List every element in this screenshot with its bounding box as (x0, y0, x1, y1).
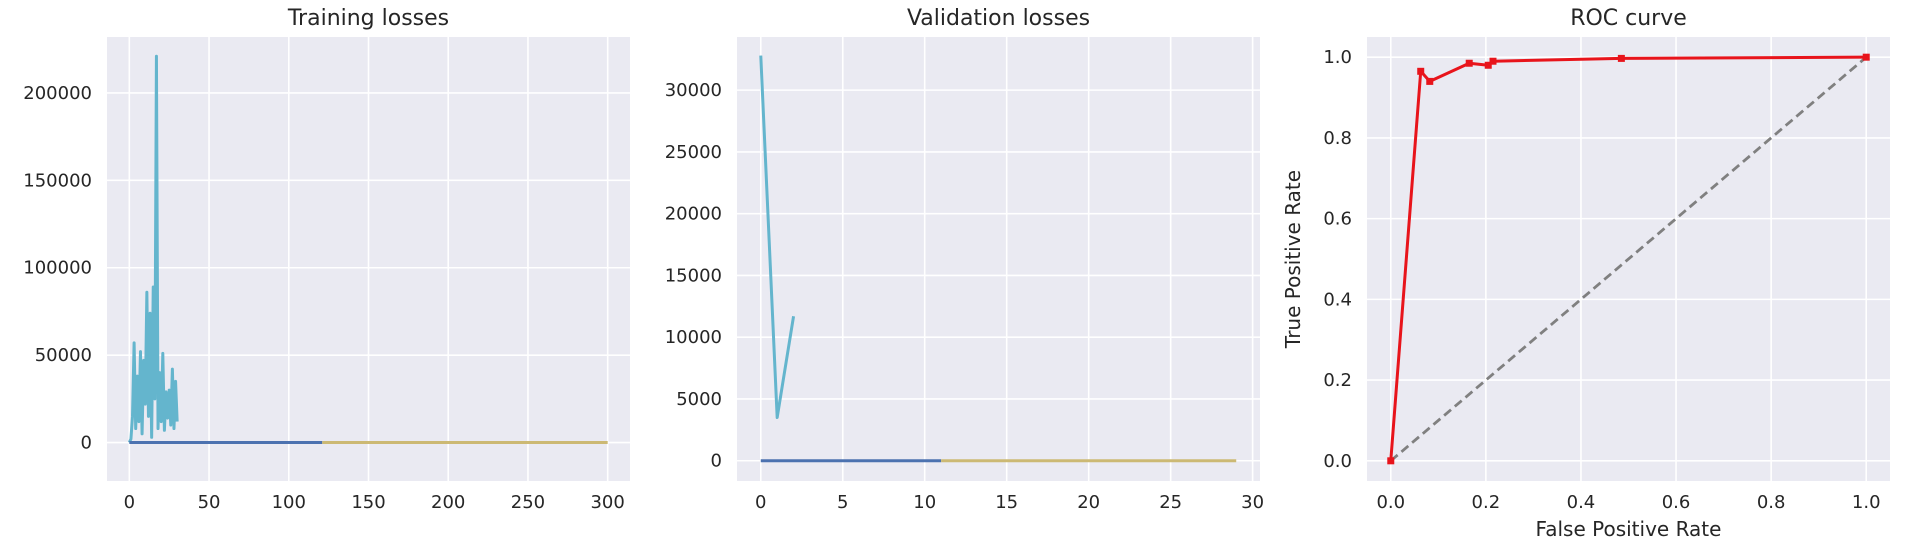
validation-losses-title: Validation losses (907, 6, 1090, 31)
training-losses-y-tick-label: 150000 (23, 170, 92, 191)
training-losses-x-tick-label: 150 (351, 492, 385, 513)
training-losses-y-tick-label: 0 (81, 433, 92, 454)
roc-curve-y-axis-label: True Positive Rate (1281, 170, 1305, 349)
roc-curve-x-tick-label: 0.0 (1376, 492, 1405, 513)
training-losses-y-tick-label: 200000 (23, 83, 92, 104)
roc-curve-data-point (1426, 77, 1434, 85)
validation-losses-y-tick-label: 20000 (665, 204, 722, 225)
roc-curve-x-tick-label: 0.8 (1757, 492, 1786, 513)
roc-curve-y-tick-label: 0.8 (1323, 128, 1352, 149)
roc-curve-data-point (1484, 61, 1492, 69)
roc-curve-series-line-1 (1389, 56, 1868, 462)
training-losses-panel: 0 50 100 150 200 250 300 0 50000 100000 150000 2000… (23, 6, 630, 513)
roc-curve-y-tick-label: 0.0 (1323, 451, 1352, 472)
training-losses-x-tick-label: 100 (272, 492, 306, 513)
training-losses-series-line-1 (127, 54, 179, 444)
training-losses-x-tick-label: 300 (590, 492, 624, 513)
training-losses-y-tick-label: 100000 (23, 258, 92, 279)
roc-curve-x-tick-label: 0.4 (1567, 492, 1596, 513)
roc-curve-y-tick-label: 0.4 (1323, 289, 1352, 310)
training-losses-x-tick-label: 50 (198, 492, 221, 513)
training-losses-x-tick-label: 200 (431, 492, 465, 513)
validation-losses-series-line-1 (759, 55, 796, 419)
training-losses-y-tick-label: 50000 (35, 345, 92, 366)
roc-curve-panel: 0.0 0.2 0.4 0.6 0.8 1.0 0.0 0.2 0.4 0.6 0.8 1.0 ROC … (1281, 6, 1890, 541)
roc-curve-x-tick-label: 1.0 (1852, 492, 1881, 513)
validation-losses-x-tick-label: 20 (1077, 492, 1100, 513)
roc-curve-y-tick-label: 1.0 (1323, 47, 1352, 68)
validation-losses-y-tick-label: 0 (711, 451, 722, 472)
validation-losses-x-tick-label: 10 (913, 492, 936, 513)
roc-curve-data-point (1465, 59, 1473, 67)
validation-losses-plot-area (737, 37, 1260, 481)
validation-losses-y-tick-label: 30000 (665, 80, 722, 101)
roc-curve-x-axis-label: False Positive Rate (1536, 517, 1722, 541)
roc-curve-data-point (1489, 57, 1497, 65)
validation-losses-y-tick-label: 25000 (665, 142, 722, 163)
roc-curve-y-tick-label: 0.2 (1323, 370, 1352, 391)
roc-curve-data-point (1417, 67, 1425, 75)
validation-losses-x-tick-label: 15 (995, 492, 1018, 513)
training-losses-title: Training losses (287, 6, 449, 31)
validation-losses-x-tick-label: 5 (837, 492, 848, 513)
roc-curve-title: ROC curve (1570, 6, 1687, 31)
roc-curve-data-point (1862, 53, 1870, 61)
validation-losses-y-tick-label: 5000 (676, 389, 722, 410)
roc-curve-x-tick-label: 0.2 (1472, 492, 1501, 513)
validation-losses-x-tick-label: 25 (1159, 492, 1182, 513)
roc-curve-data-point (1617, 54, 1625, 62)
validation-losses-y-tick-label: 10000 (665, 327, 722, 348)
roc-curve-x-tick-label: 0.6 (1662, 492, 1691, 513)
roc-curve-data-point (1387, 457, 1395, 465)
validation-losses-panel: 0 5 10 15 20 25 30 0 5000 10000 15000 20000 25000 300… (665, 6, 1264, 513)
roc-curve-y-tick-label: 0.6 (1323, 209, 1352, 230)
validation-losses-y-tick-label: 15000 (665, 265, 722, 286)
training-losses-x-tick-label: 250 (511, 492, 545, 513)
validation-losses-x-tick-label: 30 (1241, 492, 1264, 513)
validation-losses-x-tick-label: 0 (755, 492, 766, 513)
training-losses-x-tick-label: 0 (124, 492, 135, 513)
